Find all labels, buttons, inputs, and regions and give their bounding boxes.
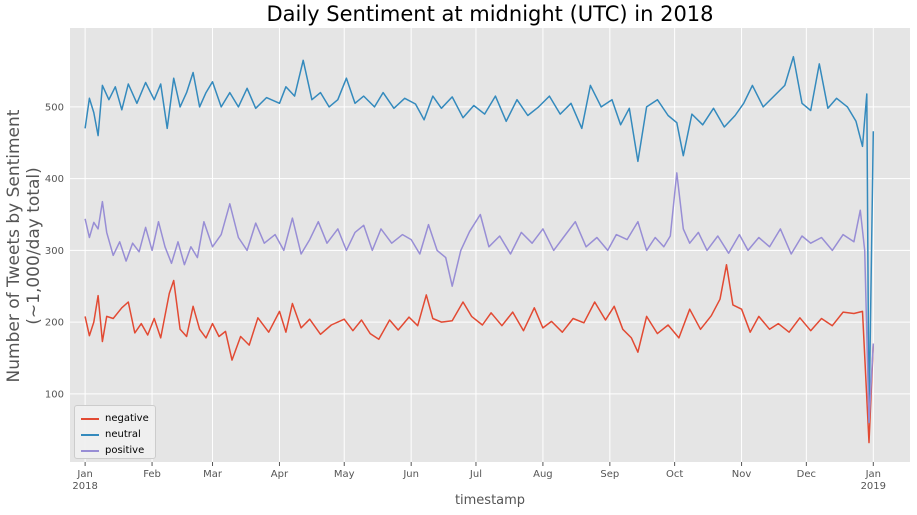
x-tick-label: Aug — [533, 469, 553, 480]
legend-label-positive: positive — [105, 445, 145, 456]
y-axis-label: Number of Tweets by Sentiment (~1,000/da… — [4, 110, 44, 383]
x-tick-label: Sep — [600, 469, 619, 480]
legend-swatch-negative — [81, 417, 99, 420]
y-tick-label: 200 — [45, 318, 64, 329]
series-line-neutral — [84, 55, 875, 424]
x-tick-label: Jan — [76, 469, 92, 480]
series-line-negative — [84, 263, 875, 444]
legend-item-positive: positive — [81, 443, 155, 458]
legend-swatch-neutral — [81, 433, 99, 436]
legend: negative neutral positive — [74, 405, 156, 459]
legend-item-negative: negative — [81, 411, 155, 426]
y-tick-label: 500 — [45, 102, 64, 113]
series-lines — [84, 55, 875, 444]
x-axis-label: timestamp — [454, 493, 526, 508]
series-line-positive — [84, 172, 875, 424]
legend-label-neutral: neutral — [105, 429, 141, 440]
y-tick-label: 400 — [45, 174, 64, 185]
legend-item-neutral: neutral — [81, 427, 155, 442]
y-tick-labels: 100 200 300 400 500 — [45, 102, 64, 400]
legend-swatch-positive — [81, 449, 99, 452]
x-tick-label: Jan — [865, 469, 881, 480]
y-tick-label: 100 — [45, 389, 64, 400]
x-tick-label: Jul — [469, 469, 482, 480]
legend-label-negative: negative — [105, 413, 149, 424]
y-axis-label-line2: (~1,000/day total) — [24, 167, 44, 325]
x-tick-year-label: 2018 — [72, 481, 97, 492]
y-axis-label-line1: Number of Tweets by Sentiment — [4, 109, 24, 383]
x-tick-label: Mar — [203, 469, 223, 480]
x-tick-label: Oct — [666, 469, 683, 480]
chart-title: Daily Sentiment at midnight (UTC) in 201… — [266, 2, 714, 26]
y-tick-label: 300 — [45, 246, 64, 257]
x-tick-label: Jun — [402, 469, 419, 480]
x-tick-label: Nov — [732, 469, 752, 480]
x-tick-label: Feb — [143, 469, 161, 480]
x-tick-label: Apr — [271, 469, 289, 480]
x-tick-year-label: 2019 — [861, 481, 886, 492]
x-tick-label: May — [334, 469, 355, 480]
x-tick-label: Dec — [797, 469, 816, 480]
